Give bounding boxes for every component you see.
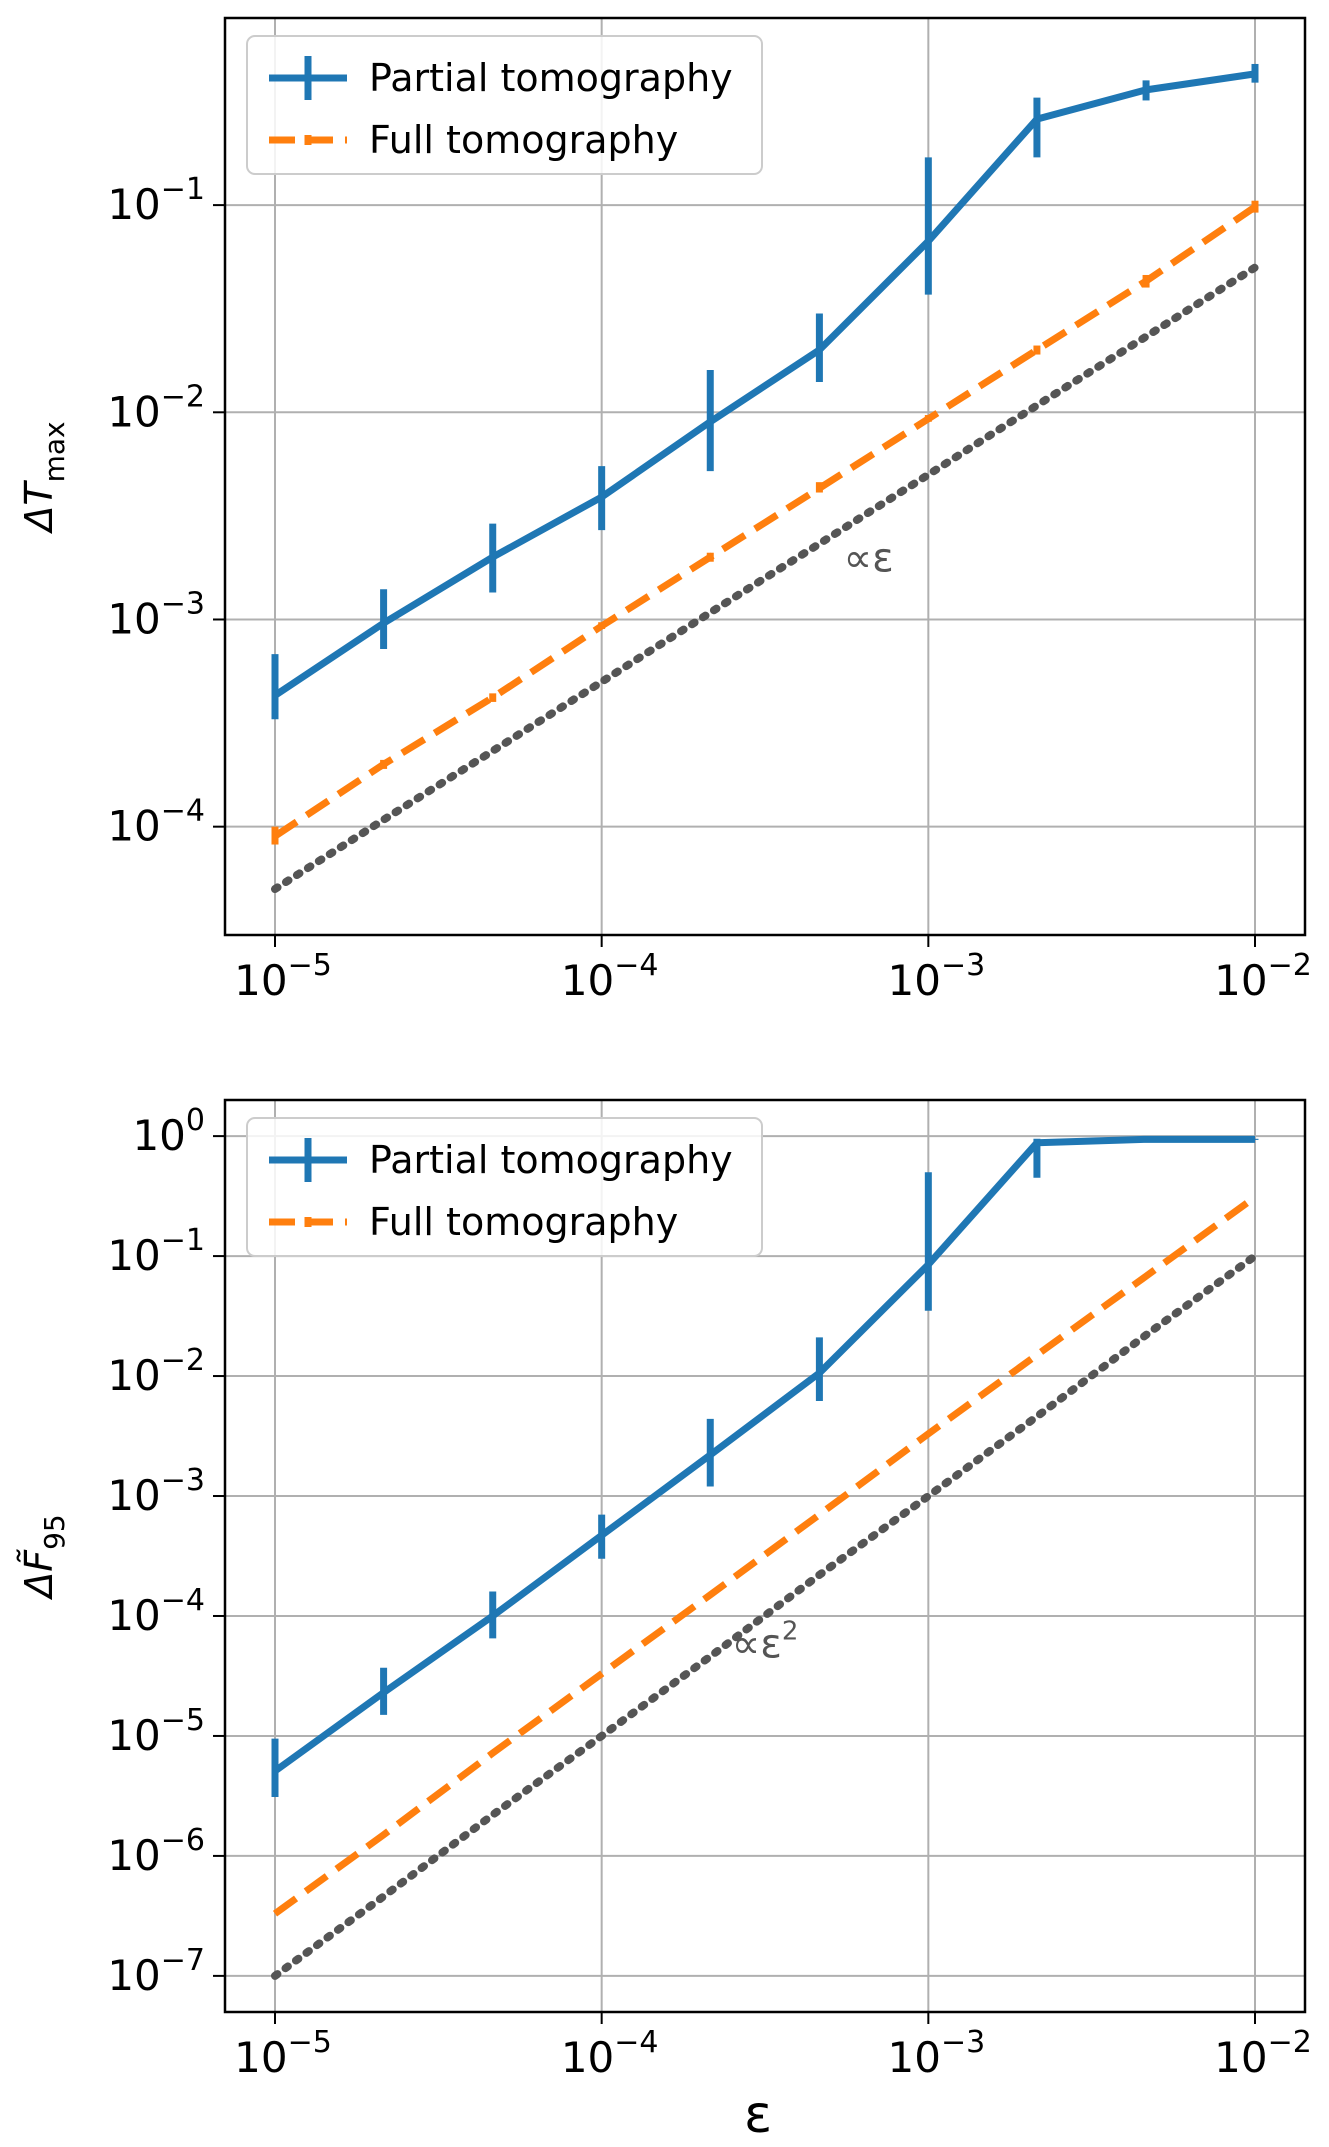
legend-box <box>246 35 763 175</box>
series-line-partial-tomography <box>272 1135 1255 1774</box>
chart-delta-t-max: 10−5 10−4 10−3 10−2 10−4 10−3 10−2 10−1 ∝ε Part… <box>17 16 1312 1005</box>
y-tick-label: 10−3 <box>107 1463 205 1520</box>
y-tick-label: 10−1 <box>107 1223 205 1280</box>
legend-label: Full tomography <box>369 1200 678 1244</box>
series-group <box>271 1135 1259 1980</box>
legend-box <box>246 1117 763 1257</box>
x-tick-label: 10−2 <box>1214 2025 1312 2082</box>
y-axis-label: ΔF̃95 <box>17 1514 71 1601</box>
y-tick-label: 10−6 <box>107 1823 205 1880</box>
y-tick-label: 10−4 <box>107 1583 205 1640</box>
x-tick-label: 10−3 <box>887 2025 985 2082</box>
series-line-partial-tomography <box>273 70 1256 699</box>
x-tick-label: 10−2 <box>1214 948 1312 1005</box>
x-tick-label: 10−3 <box>887 948 985 1005</box>
axis-ticks: 10−5 10−4 10−3 10−2 10−7 10−6 10−5 10−4 10−3 10−2… <box>107 1103 1312 2082</box>
y-tick-label: 10−1 <box>107 172 205 229</box>
series-line-reference <box>271 263 1259 894</box>
y-tick-label: 10−4 <box>107 794 205 851</box>
axis-ticks: 10−5 10−4 10−3 10−2 10−4 10−3 10−2 10−1 <box>107 172 1312 1005</box>
y-tick-label: 100 <box>132 1103 205 1160</box>
series-line-reference <box>271 1252 1259 1980</box>
plot-frame <box>223 1098 1307 2014</box>
proportional-annotation: ∝ε <box>844 536 894 582</box>
y-tick-label: 10−2 <box>107 1343 205 1400</box>
x-tick-label: 10−5 <box>234 2025 332 2082</box>
legend-label: Partial tomography <box>369 56 733 100</box>
y-tick-label: 10−3 <box>107 586 205 643</box>
y-axis-label: ΔTmax <box>17 421 71 534</box>
x-tick-label: 10−4 <box>561 948 659 1005</box>
series-line-full-tomography <box>272 1194 1258 1917</box>
legend-label: Full tomography <box>369 118 678 162</box>
y-tick-label: 10−7 <box>107 1943 205 2000</box>
series-group <box>271 63 1259 894</box>
x-tick-label: 10−5 <box>234 948 332 1005</box>
x-axis-label: ε <box>744 2085 772 2145</box>
x-tick-label: 10−4 <box>561 2025 659 2082</box>
series-line-full-tomography <box>273 204 1257 840</box>
chart-delta-f95: 10−5 10−4 10−3 10−2 10−7 10−6 10−5 10−4 10−3 10−2… <box>17 1098 1312 2082</box>
legend: Partial tomography Full tomography <box>246 35 763 175</box>
y-tick-label: 10−5 <box>107 1703 205 1760</box>
proportional-annotation: ∝ε2 <box>732 1617 799 1668</box>
plot-frame <box>223 16 1307 937</box>
y-tick-label: 10−2 <box>107 379 205 436</box>
legend-label: Partial tomography <box>369 1138 733 1182</box>
legend: Partial tomography Full tomography <box>246 1117 763 1257</box>
